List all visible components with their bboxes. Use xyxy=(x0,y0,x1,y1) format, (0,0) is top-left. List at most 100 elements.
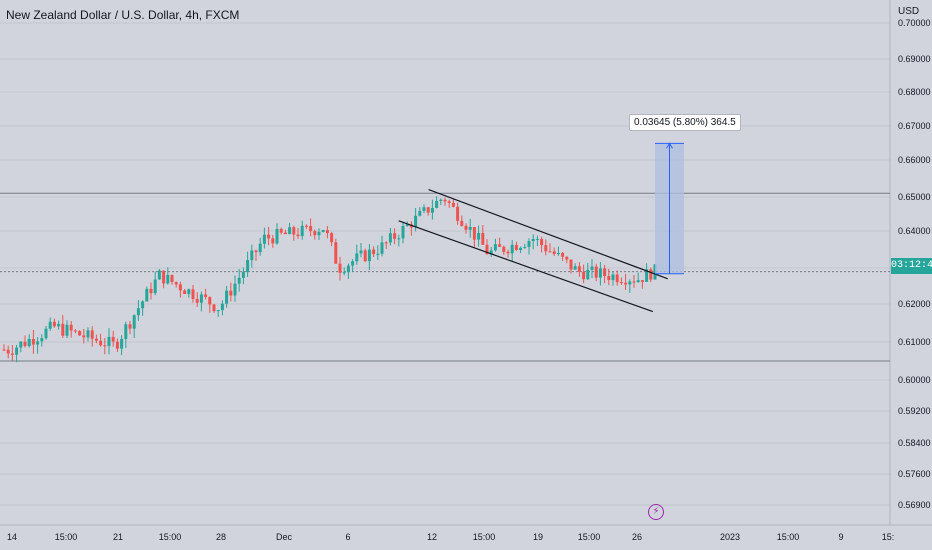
candle-down xyxy=(649,269,653,280)
time-tick-label: Dec xyxy=(276,532,293,542)
candle-up xyxy=(124,324,128,339)
candle-down xyxy=(94,338,98,341)
candle-up xyxy=(531,239,535,242)
candle-down xyxy=(472,227,476,240)
candle-down xyxy=(10,353,14,355)
candle-down xyxy=(619,282,623,284)
candle-down xyxy=(191,289,195,299)
chart-grid xyxy=(0,0,932,526)
candle-up xyxy=(418,210,422,216)
candle-up xyxy=(132,315,136,329)
candle-down xyxy=(426,207,430,213)
candle-up xyxy=(40,338,44,342)
candle-up xyxy=(586,269,590,280)
time-tick-label: 15:00 xyxy=(777,532,800,542)
candle-down xyxy=(540,238,544,246)
candle-up xyxy=(376,253,380,255)
candle-up xyxy=(355,253,359,262)
candle-down xyxy=(447,201,451,203)
time-tick-label: 2023 xyxy=(720,532,740,542)
candle-down xyxy=(485,244,489,255)
candle-down xyxy=(31,338,35,345)
candle-down xyxy=(338,263,342,273)
time-tick-label: 15:00 xyxy=(473,532,496,542)
candle-up xyxy=(401,225,405,239)
candle-down xyxy=(279,228,283,233)
candle-up xyxy=(628,281,632,285)
channel-lines xyxy=(398,189,669,313)
candle-up xyxy=(216,310,220,312)
price-tick-label: 0.59200 xyxy=(898,406,931,416)
candle-up xyxy=(166,274,170,284)
measure-tool[interactable] xyxy=(655,142,684,275)
candle-down xyxy=(292,227,296,235)
candle-up xyxy=(237,277,241,284)
candle-down xyxy=(506,251,510,254)
horizontal-levels xyxy=(0,192,890,362)
candle-up xyxy=(15,347,19,355)
time-tick-label: 28 xyxy=(216,532,226,542)
candle-down xyxy=(451,202,455,207)
candle-down xyxy=(552,251,556,255)
candle-up xyxy=(477,232,481,240)
candle-down xyxy=(363,250,367,262)
candle-down xyxy=(78,331,82,336)
candle-up xyxy=(342,272,346,274)
candle-up xyxy=(380,242,384,254)
price-tick-label: 0.60000 xyxy=(898,375,931,385)
time-tick-label: 26 xyxy=(632,532,642,542)
price-tick-label: 0.65000 xyxy=(898,192,931,202)
candle-down xyxy=(61,323,65,336)
candle-down xyxy=(115,341,119,349)
channel-line xyxy=(428,189,669,280)
candle-down xyxy=(23,341,27,347)
candle-up xyxy=(414,215,418,228)
candle-up xyxy=(535,238,539,240)
candle-up xyxy=(36,341,40,345)
candle-up xyxy=(241,272,245,278)
price-axis-currency: USD xyxy=(898,6,920,17)
candles-layer xyxy=(2,196,657,363)
candle-up xyxy=(107,336,111,347)
candle-down xyxy=(73,330,77,332)
price-tick-label: 0.61000 xyxy=(898,337,931,347)
candle-up xyxy=(48,321,52,329)
candle-up xyxy=(120,338,124,349)
lightning-icon[interactable]: ⚡ xyxy=(648,504,664,520)
candle-down xyxy=(271,238,275,244)
price-tick-label: 0.58400 xyxy=(898,438,931,448)
candle-down xyxy=(372,249,376,255)
symbol-title: New Zealand Dollar / U.S. Dollar, 4h, FX… xyxy=(6,8,240,22)
candle-down xyxy=(229,290,233,296)
candle-down xyxy=(103,345,107,347)
candle-up xyxy=(489,250,493,255)
candle-down xyxy=(254,250,258,253)
candle-up xyxy=(145,288,149,302)
candle-up xyxy=(136,308,140,316)
candle-down xyxy=(267,234,271,239)
time-tick-label: 9 xyxy=(838,532,843,542)
price-tick-label: 0.69000 xyxy=(898,54,931,64)
candle-up xyxy=(157,270,161,280)
candle-down xyxy=(632,281,636,283)
candle-down xyxy=(464,225,468,230)
candle-up xyxy=(388,233,392,243)
candle-down xyxy=(195,298,199,303)
candle-up xyxy=(556,252,560,255)
candle-down xyxy=(561,252,565,257)
current-price-badge: 03:12:46 xyxy=(891,258,932,274)
candle-down xyxy=(178,284,182,291)
candle-up xyxy=(317,231,321,236)
price-tick-label: 0.70000 xyxy=(898,18,931,28)
time-tick-label: 15:00 xyxy=(55,532,78,542)
candle-up xyxy=(590,266,594,270)
candle-down xyxy=(204,294,208,298)
candle-down xyxy=(111,336,115,342)
candle-up xyxy=(346,265,350,273)
measure-label: 0.03645 (5.80%) 364.5 xyxy=(629,114,741,131)
candle-up xyxy=(225,290,229,304)
candle-down xyxy=(615,274,619,283)
candle-down xyxy=(82,335,86,338)
candle-down xyxy=(502,246,506,252)
